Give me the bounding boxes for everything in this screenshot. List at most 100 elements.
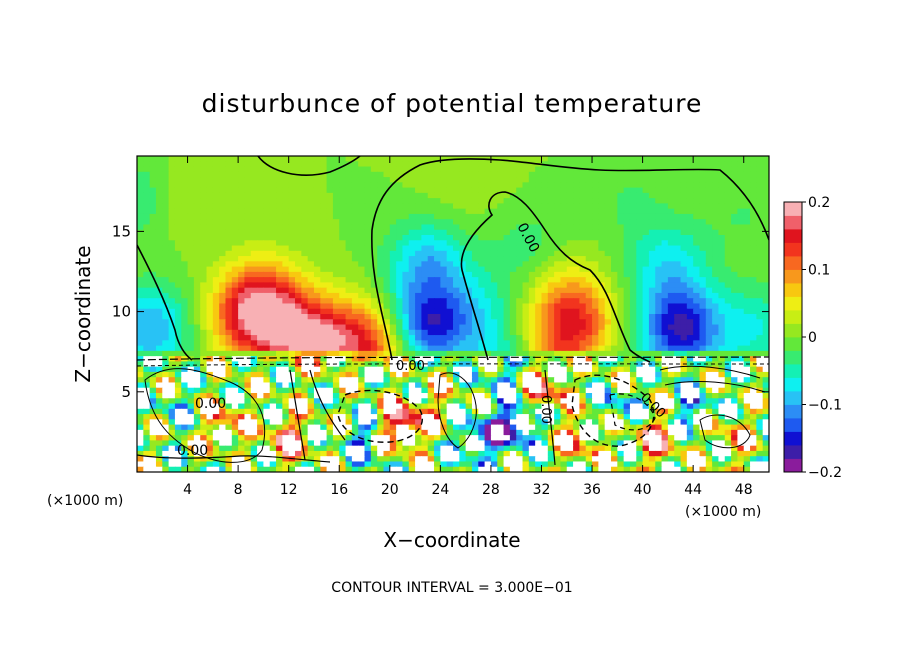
field-cell: [623, 177, 631, 183]
field-cell: [731, 350, 738, 357]
field-cell: [579, 213, 587, 220]
field-cell: [611, 261, 618, 268]
field-cell: [686, 256, 694, 262]
field-cell: [642, 277, 650, 283]
field-cell: [263, 398, 271, 405]
field-cell: [560, 303, 568, 310]
field-cell: [155, 340, 163, 347]
field-cell: [434, 329, 441, 336]
field-cell: [699, 203, 707, 210]
field-cell: [389, 361, 397, 368]
field-cell: [238, 277, 246, 283]
field-cell: [351, 377, 359, 384]
field-cell: [408, 161, 416, 168]
field-cell: [667, 219, 675, 226]
field-cell: [219, 224, 227, 231]
field-cell: [667, 266, 675, 273]
field-cell: [497, 398, 505, 405]
field-cell: [377, 319, 385, 326]
field-cell: [168, 408, 176, 415]
field-cell: [396, 187, 404, 194]
field-cell: [674, 229, 682, 236]
field-cell: [680, 271, 688, 278]
field-cell: [737, 213, 745, 220]
field-cell: [750, 398, 757, 405]
field-cell: [364, 408, 372, 415]
field-cell: [219, 287, 227, 294]
field-cell: [143, 308, 151, 315]
field-cell: [225, 240, 233, 247]
field-cell: [244, 271, 252, 278]
field-cell: [465, 298, 473, 305]
field-cell: [712, 324, 720, 331]
field-cell: [554, 408, 562, 415]
field-cell: [288, 203, 296, 210]
field-cell: [547, 393, 555, 399]
field-cell: [686, 187, 694, 194]
field-cell: [604, 213, 612, 220]
field-cell: [187, 177, 195, 183]
field-cell: [655, 371, 663, 378]
field-cell: [762, 266, 769, 273]
field-cell: [421, 335, 429, 341]
field-cell: [535, 245, 543, 252]
field-cell: [351, 261, 359, 268]
field-cell: [731, 287, 738, 294]
field-cell: [724, 198, 732, 204]
field-cell: [231, 282, 239, 289]
field-cell: [503, 198, 511, 204]
field-cell: [313, 292, 321, 299]
field-cell: [434, 335, 441, 341]
field-cell: [320, 335, 328, 341]
field-cell: [137, 156, 144, 162]
field-cell: [750, 266, 757, 273]
field-cell: [680, 277, 688, 283]
field-cell: [509, 266, 517, 273]
field-cell: [528, 398, 536, 405]
field-cell: [636, 298, 644, 305]
field-cell: [446, 187, 454, 194]
field-cell: [358, 203, 366, 210]
field-cell: [269, 314, 277, 320]
field-cell: [149, 308, 157, 315]
field-cell: [332, 335, 340, 341]
field-cell: [471, 261, 479, 268]
field-cell: [712, 387, 720, 394]
field-cell: [364, 414, 372, 420]
field-cell: [263, 371, 271, 378]
field-cell: [168, 203, 176, 210]
field-cell: [446, 224, 454, 231]
field-cell: [219, 266, 227, 273]
field-cell: [427, 250, 435, 257]
field-cell: [295, 287, 302, 294]
field-cell: [155, 250, 163, 257]
field-cell: [212, 398, 220, 405]
field-cell: [731, 292, 738, 299]
field-cell: [200, 171, 208, 178]
field-cell: [490, 177, 498, 183]
field-cell: [427, 377, 435, 384]
field-cell: [415, 156, 422, 162]
field-cell: [560, 287, 568, 294]
field-cell: [345, 345, 353, 352]
field-cell: [402, 229, 410, 236]
field-cell: [288, 319, 296, 326]
field-cell: [598, 187, 606, 194]
field-cell: [585, 240, 593, 247]
field-cell: [592, 229, 599, 236]
field-cell: [143, 224, 151, 231]
field-cell: [629, 335, 637, 341]
field-cell: [611, 266, 618, 273]
field-cell: [427, 219, 435, 226]
field-cell: [680, 177, 688, 183]
field-cell: [712, 319, 720, 326]
field-cell: [490, 277, 498, 283]
field-cell: [389, 271, 397, 278]
field-cell: [724, 166, 732, 173]
field-cell: [225, 298, 233, 305]
field-cell: [724, 308, 732, 315]
field-cell: [351, 371, 359, 378]
field-cell: [358, 277, 366, 283]
field-cell: [168, 256, 176, 262]
field-cell: [231, 192, 239, 199]
